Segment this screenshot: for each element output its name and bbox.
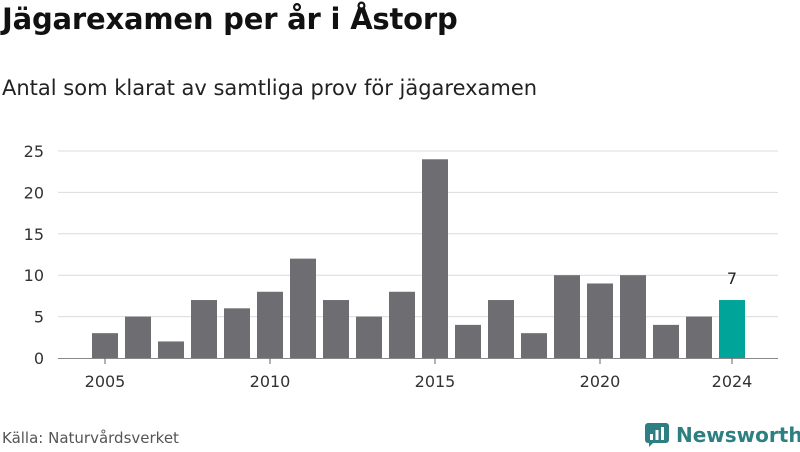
y-tick-label: 25 — [24, 142, 44, 161]
bar — [620, 275, 646, 358]
bar — [257, 291, 283, 358]
bar — [290, 258, 316, 358]
bar — [653, 324, 679, 358]
grid-lines — [58, 150, 778, 359]
chart-title: Jägarexamen per år i Åstorp — [2, 2, 458, 36]
bar — [158, 341, 184, 358]
newsworthy-logo-icon — [644, 422, 670, 448]
x-tick-label: 2024 — [712, 372, 753, 391]
bar-chart: 0 5 10 15 20 25 2005 2010 2015 2020 2024 7 — [24, 142, 778, 391]
y-tick-label: 0 — [34, 349, 44, 368]
y-tick-label: 5 — [34, 308, 44, 327]
bar — [521, 333, 547, 358]
y-tick-label: 10 — [24, 266, 44, 285]
y-tick-label: 20 — [24, 183, 44, 202]
bar — [224, 308, 250, 358]
x-tick-label: 2020 — [580, 372, 621, 391]
bar — [686, 316, 712, 358]
bar — [191, 300, 217, 358]
bar — [92, 333, 118, 358]
bar — [389, 291, 415, 358]
data-label: 7 — [727, 269, 737, 288]
x-tick-label: 2010 — [250, 372, 291, 391]
y-tick-label: 15 — [24, 225, 44, 244]
x-axis-ticks: 2005 2010 2015 2020 2024 — [85, 358, 753, 391]
bar — [719, 300, 745, 358]
chart-subtitle: Antal som klarat av samtliga prov för jä… — [2, 76, 538, 100]
bar — [125, 316, 151, 358]
brand-logo[interactable]: Newsworthy — [644, 420, 800, 450]
source-note: Källa: Naturvårdsverket — [2, 429, 179, 447]
bar — [488, 300, 514, 358]
bar — [422, 159, 448, 358]
brand-name: Newsworthy — [676, 423, 800, 447]
y-axis-ticks: 0 5 10 15 20 25 — [24, 142, 44, 368]
bar — [455, 324, 481, 358]
data-labels: 7 — [727, 269, 737, 288]
bar — [323, 300, 349, 358]
bar — [554, 275, 580, 358]
bars — [92, 159, 745, 358]
bar — [356, 316, 382, 358]
x-tick-label: 2015 — [415, 372, 456, 391]
x-tick-label: 2005 — [85, 372, 126, 391]
bar — [587, 283, 613, 358]
